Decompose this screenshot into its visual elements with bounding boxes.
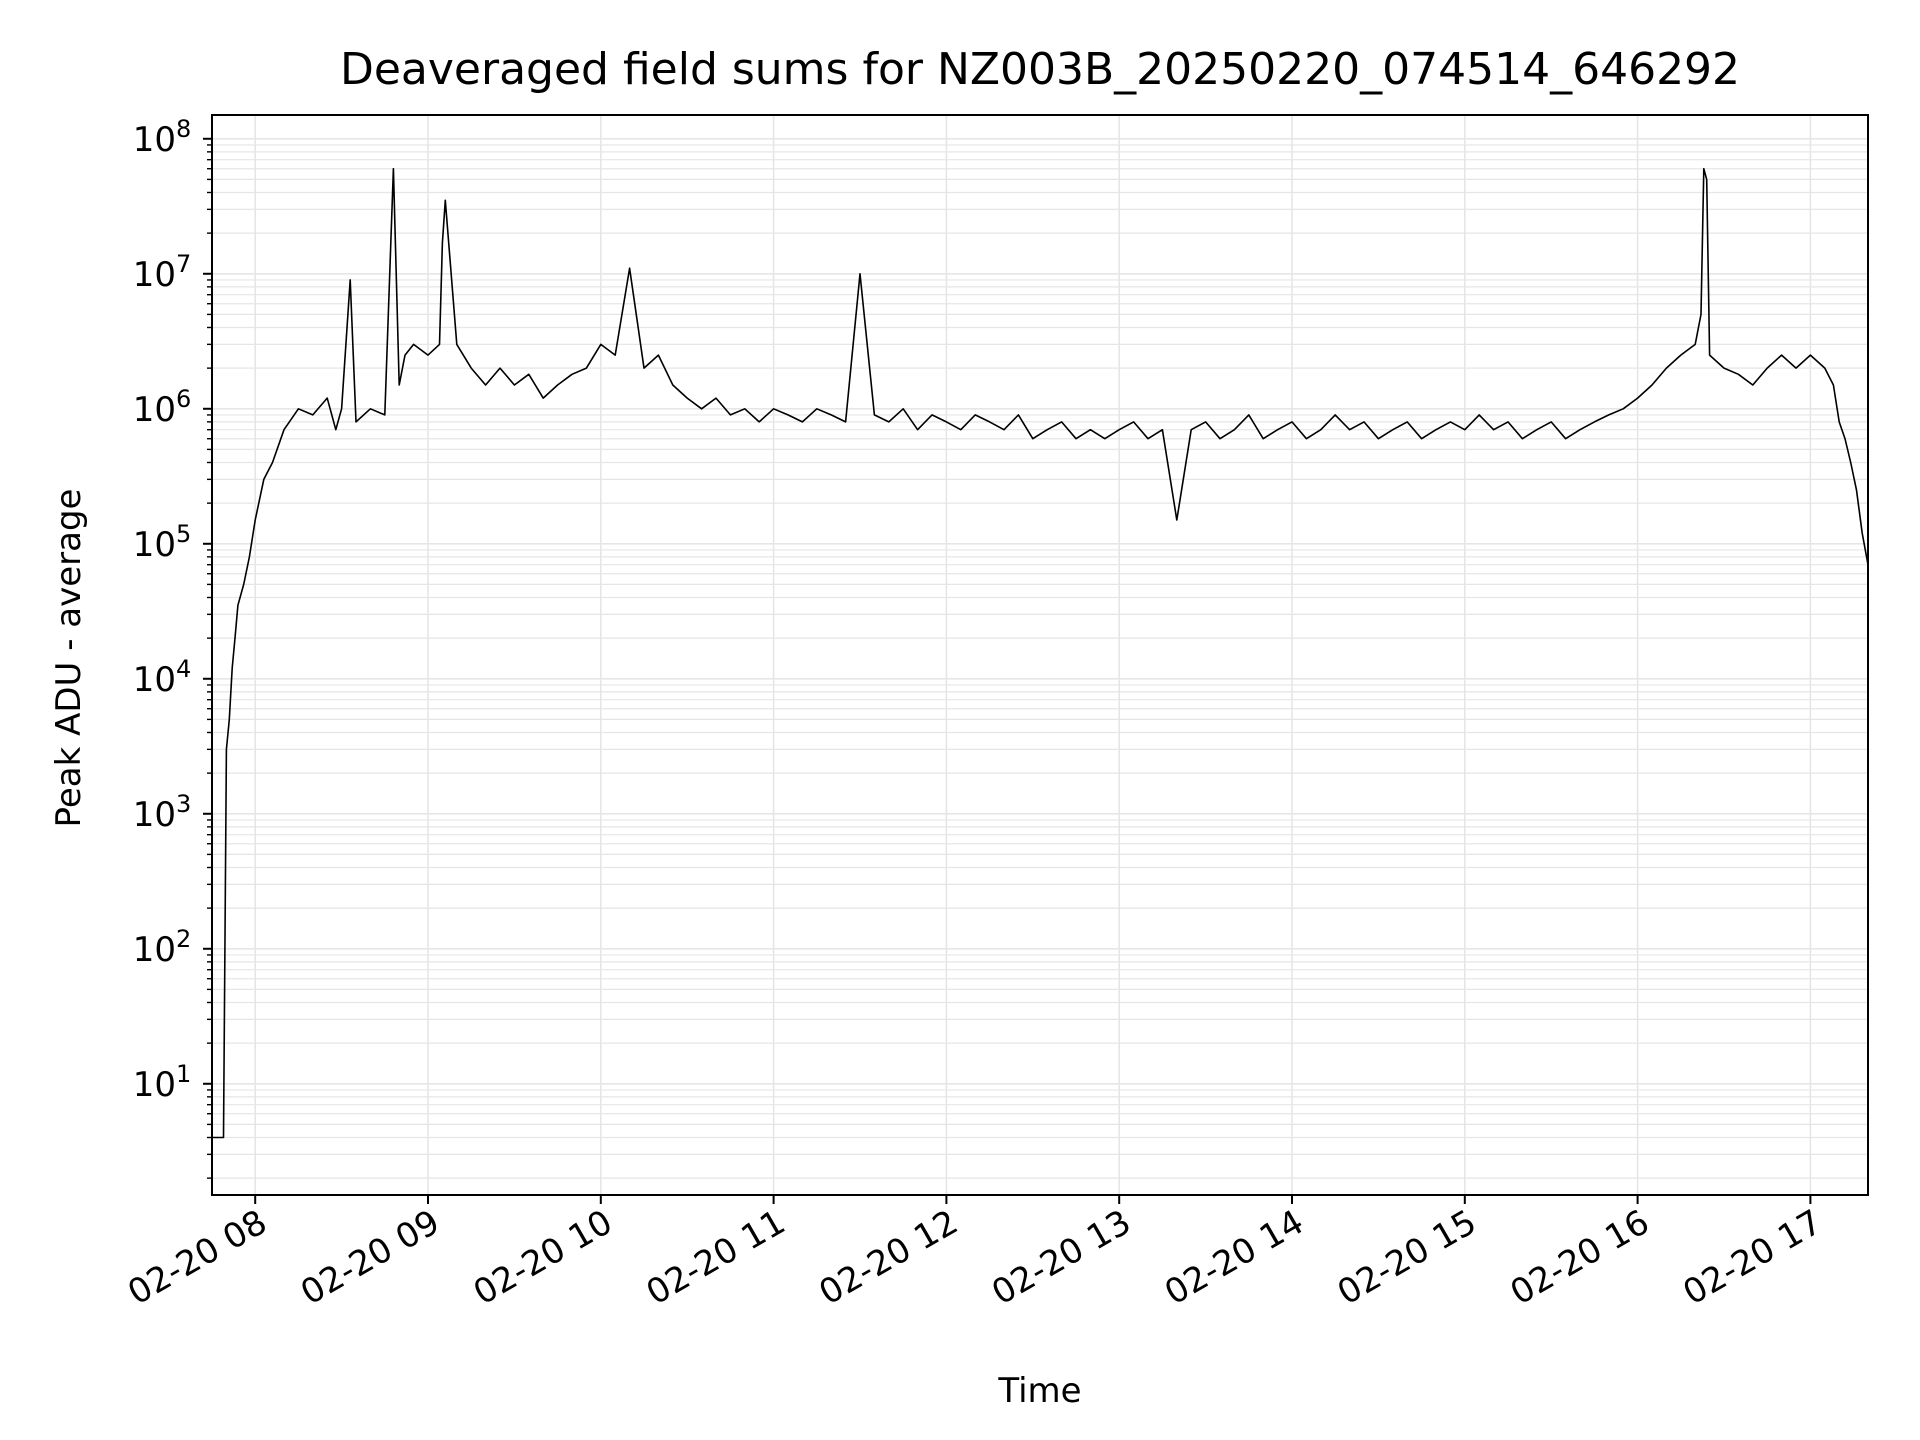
y-tick-exponent: 4 [176,655,191,683]
grid [212,115,1868,1195]
y-tick-label: 10 [133,930,176,970]
y-tick-label: 10 [133,795,176,835]
y-tick-exponent: 1 [176,1060,191,1088]
data-layer [212,167,1869,1139]
x-axis-title: Time [997,1371,1081,1411]
y-tick-exponent: 2 [176,925,191,953]
y-tick-label: 10 [133,390,176,430]
y-tick-exponent: 3 [176,790,191,818]
y-tick-label: 10 [133,525,176,565]
plot-frame [211,114,1869,1196]
y-axis-title: Peak ADU - average [49,489,89,828]
chart-title: Deaveraged field sums for NZ003B_2025022… [340,44,1740,95]
y-tick-exponent: 6 [176,385,191,413]
y-tick-label: 10 [133,255,176,295]
series-line-0 [212,167,1869,1139]
y-tick-exponent: 8 [176,115,191,143]
y-tick-label: 10 [133,660,176,700]
y-tick-label: 10 [133,1065,176,1105]
y-tick-exponent: 7 [176,250,191,278]
y-tick-label: 10 [133,120,176,160]
y-tick-exponent: 5 [176,520,191,548]
